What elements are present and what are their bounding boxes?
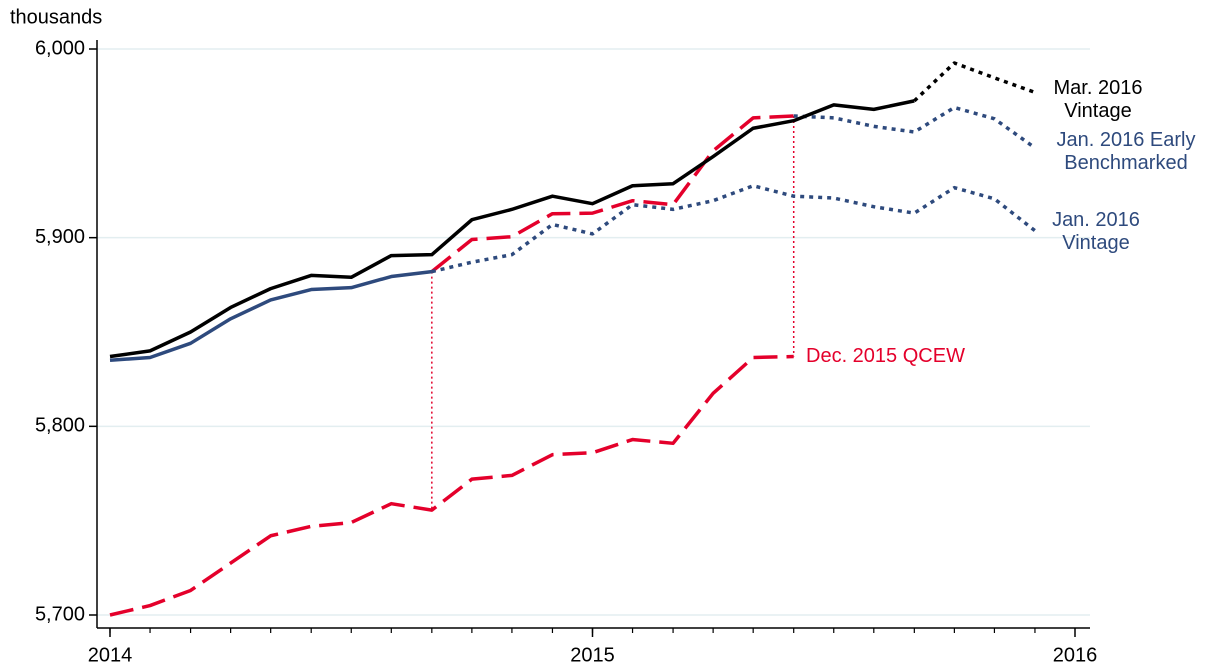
series-label: Mar. 2016 Vintage — [1053, 77, 1143, 122]
series-label: Jan. 2016 Early Benchmarked — [1056, 129, 1196, 174]
x-tick-label: 2015 — [570, 644, 615, 666]
series-line — [109, 269, 433, 363]
y-tick-label: 5,800 — [35, 415, 85, 437]
y-axis-label: thousands — [10, 6, 102, 28]
x-tick-label: 2016 — [1053, 644, 1098, 666]
series-line — [913, 61, 1036, 103]
x-tick-label: 2014 — [88, 644, 133, 666]
series-line — [109, 99, 915, 359]
series-label: Dec. 2015 QCEW — [806, 345, 965, 367]
series-line — [431, 184, 1037, 274]
series-line — [793, 105, 1036, 150]
y-tick-label: 6,000 — [35, 37, 85, 59]
y-tick-label: 5,700 — [35, 603, 85, 625]
series-label: Jan. 2016 Vintage — [1052, 209, 1140, 254]
y-tick-label: 5,900 — [35, 226, 85, 248]
series-line — [430, 114, 794, 273]
series-line — [109, 354, 794, 617]
